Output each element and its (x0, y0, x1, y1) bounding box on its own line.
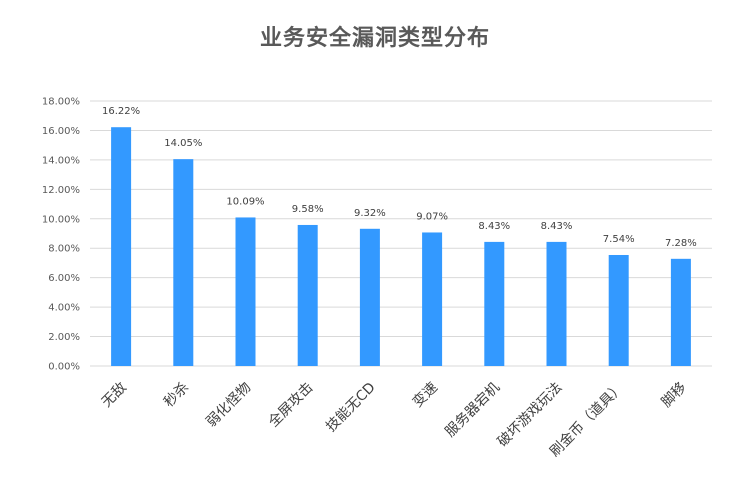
bar (608, 254, 629, 366)
data-label: 9.58% (292, 204, 324, 215)
data-label: 10.09% (226, 196, 264, 207)
x-tick-label: 无敌 (99, 380, 130, 411)
bar (359, 228, 380, 366)
bar (670, 258, 691, 366)
x-tick-label: 全屏攻击 (265, 379, 317, 431)
x-tick-label: 变速 (410, 380, 441, 411)
y-tick-label: 2.00% (48, 332, 80, 343)
data-label: 16.22% (102, 106, 140, 117)
y-tick-label: 18.00% (42, 97, 80, 108)
y-tick-label: 12.00% (42, 185, 80, 196)
x-tick-label: 弱化怪物 (203, 380, 254, 431)
bar (235, 217, 256, 366)
x-tick-label: 服务器宕机 (442, 380, 503, 441)
data-label: 14.05% (164, 138, 202, 149)
y-tick-label: 16.00% (42, 126, 80, 137)
y-tick-label: 6.00% (48, 273, 80, 284)
bar (297, 224, 318, 366)
x-tick-label: 脚移 (659, 380, 690, 411)
bar (546, 241, 567, 366)
data-label: 7.28% (665, 238, 697, 249)
y-tick-label: 0.00% (48, 362, 80, 373)
bar (173, 159, 194, 366)
x-tick-label: 技能无CD (323, 380, 379, 436)
x-tick-label: 秒杀 (161, 380, 192, 411)
y-tick-label: 8.00% (48, 244, 80, 255)
data-label: 8.43% (478, 221, 510, 232)
bar (111, 127, 132, 366)
y-tick-label: 14.00% (42, 155, 80, 166)
data-label: 7.54% (603, 234, 635, 245)
data-label: 9.32% (354, 208, 386, 219)
data-label: 8.43% (541, 221, 573, 232)
data-label: 9.07% (416, 211, 448, 222)
bar (422, 232, 443, 366)
chart-title: 业务安全漏洞类型分布 (259, 26, 490, 51)
y-tick-label: 10.00% (42, 214, 80, 225)
bar (484, 241, 505, 366)
y-tick-label: 4.00% (48, 303, 80, 314)
